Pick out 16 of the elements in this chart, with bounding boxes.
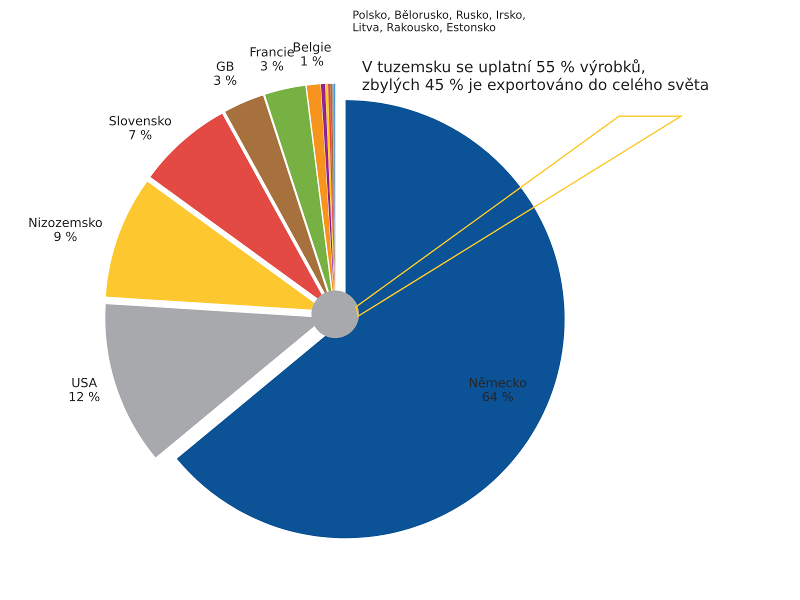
slice-label: Nizozemsko	[29, 217, 102, 228]
slice-label: Slovensko	[110, 116, 172, 126]
data-label: 12 %	[70, 392, 100, 402]
slice-label: GB	[216, 62, 234, 71]
data-label: 7 %	[129, 130, 152, 140]
slice-label: Německo	[470, 377, 526, 388]
slice-label: USA	[72, 378, 98, 388]
data-label: 9 %	[54, 232, 77, 242]
data-label: 3 %	[261, 61, 284, 71]
slice-label: Belgie	[294, 42, 331, 54]
slice-label: Francie	[250, 46, 294, 57]
data-label: 3 %	[214, 76, 236, 85]
text: Polsko, Bělorusko, Rusko, Irsko, Litva, Rakousko, Estonsko	[353, 10, 525, 32]
text: V tuzemsku se uplatní 55 % výrobků, zbylých 45 % je exportováno do celého světa	[362, 59, 708, 94]
data-label: 1 %	[301, 56, 324, 66]
data-label: 64 %	[482, 392, 513, 402]
